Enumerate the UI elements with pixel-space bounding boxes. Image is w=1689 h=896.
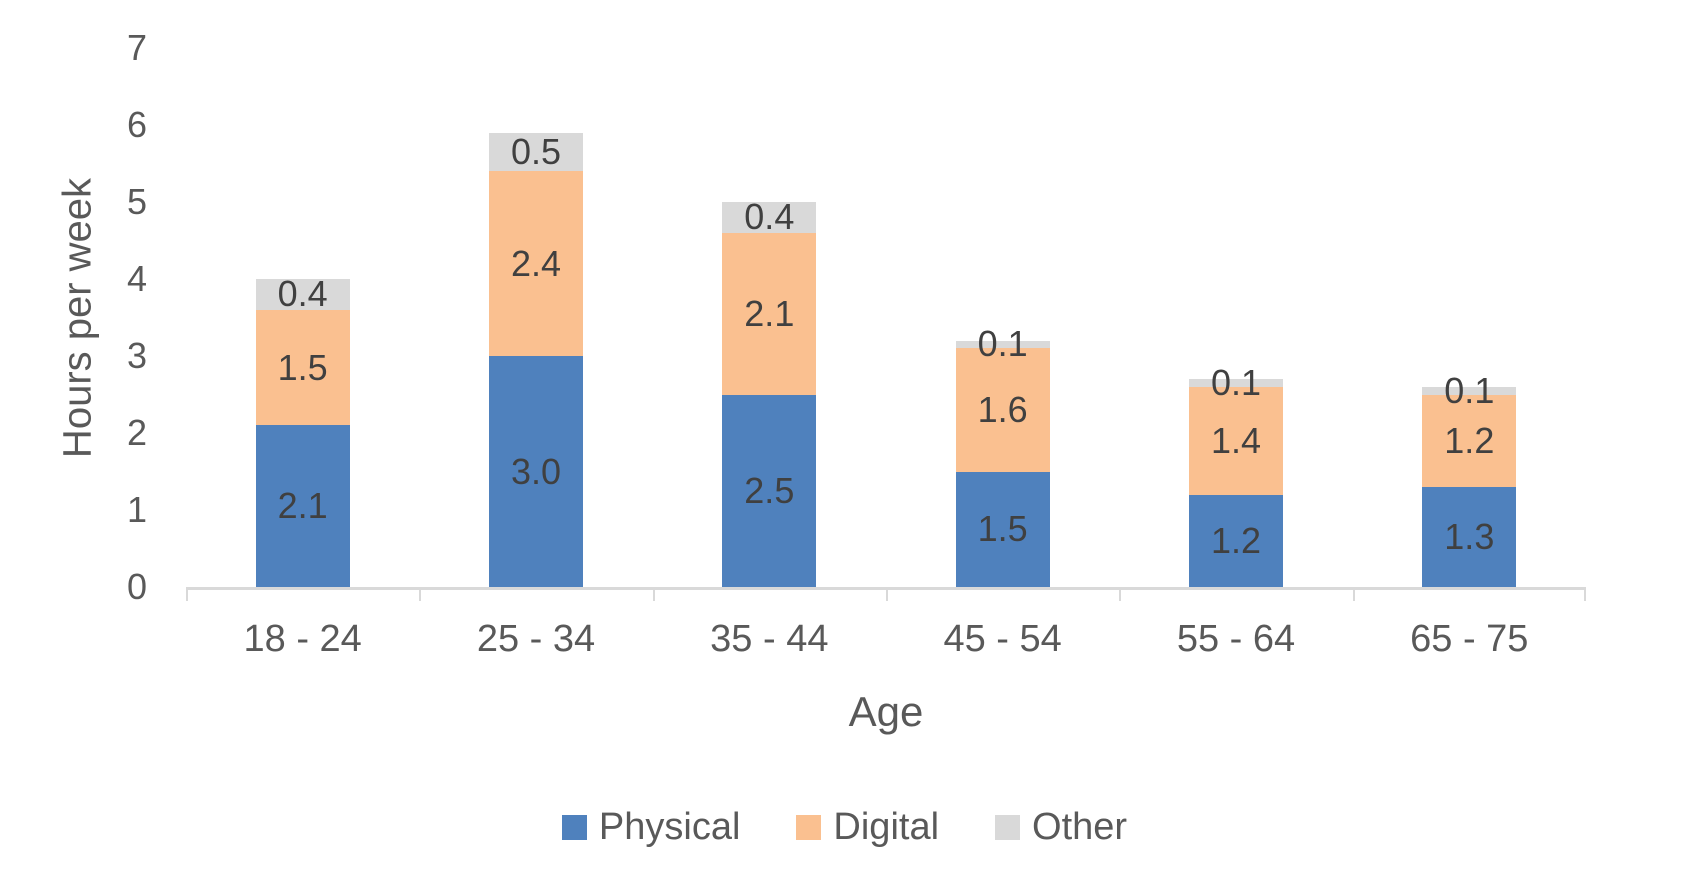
x-axis-tick (1119, 587, 1122, 601)
bar-segment-physical: 1.2 (1188, 494, 1283, 587)
legend: Physical Digital Other (0, 806, 1689, 849)
bar-segment-label: 0.4 (277, 273, 328, 315)
bar-segment-digital: 1.4 (1188, 386, 1283, 495)
bar-55-64: 1.2 1.4 0.1 (1188, 364, 1283, 587)
plot-area: 0 1 2 3 4 5 6 7 2.1 1.5 0.4 3.0 2.4 0.5 2.5 2.1 0.4 1.5 1.… (127, 30, 1586, 605)
bar-segment-label: 0.1 (1210, 361, 1262, 403)
legend-swatch-physical (561, 815, 587, 840)
x-category-label: 18 - 24 (243, 618, 362, 660)
x-axis-tick (1352, 587, 1355, 601)
bar-45-54: 1.5 1.6 0.1 (955, 326, 1050, 587)
bar-segment-label: 0.5 (510, 130, 562, 172)
bar-segment-label: 1.6 (977, 388, 1028, 430)
legend-label: Other (1032, 806, 1128, 848)
bar-segment-label: 1.3 (1444, 515, 1495, 557)
bar-segment-label: 0.4 (744, 196, 795, 238)
bar-segment-label: 1.5 (277, 346, 328, 388)
bar-segment-label: 2.5 (744, 469, 795, 511)
bar-segment-physical: 1.3 (1422, 486, 1517, 587)
y-tick-label: 3 (126, 335, 147, 376)
y-tick-label: 0 (126, 566, 147, 607)
x-category-labels: 18 - 24 25 - 34 35 - 44 45 - 54 55 - 64 65 - … (186, 618, 1586, 661)
bar-35-44: 2.5 2.1 0.4 (722, 196, 817, 587)
bar-segment-digital: 2.4 (488, 171, 583, 356)
bar-segment-physical: 2.5 (722, 394, 817, 587)
bar-segment-other: 0.4 (722, 196, 817, 238)
bar-slot: 3.0 2.4 0.5 (419, 48, 652, 587)
bar-segment-physical: 1.5 (955, 471, 1050, 587)
bar-slot: 1.3 1.2 0.1 (1353, 48, 1586, 587)
bar-segment-other: 0.5 (488, 130, 583, 172)
bar-25-34: 3.0 2.4 0.5 (488, 130, 583, 587)
bar-18-24: 2.1 1.5 0.4 (255, 273, 350, 587)
bar-segment-label: 1.2 (1444, 419, 1495, 461)
y-tick-label: 6 (126, 104, 147, 145)
y-tick-label: 1 (126, 489, 147, 530)
bar-segment-label: 1.2 (1210, 519, 1262, 561)
bar-segment-other: 0.1 (1188, 364, 1283, 400)
x-category-label: 35 - 44 (710, 618, 829, 660)
bar-segment-digital: 1.6 (955, 348, 1050, 472)
bar-segment-other: 0.1 (955, 326, 1050, 362)
x-axis-tick (886, 587, 888, 601)
x-axis-tick (186, 587, 188, 601)
bar-segment-label: 0.1 (1444, 369, 1495, 411)
bar-segment-label: 1.4 (1210, 419, 1262, 461)
bar-segment-digital: 1.2 (1422, 394, 1517, 487)
bar-segment-physical: 3.0 (488, 356, 583, 587)
y-tick-label: 2 (126, 412, 147, 453)
bar-segment-label: 2.1 (744, 292, 795, 334)
bar-segment-physical: 2.1 (255, 425, 350, 587)
legend-swatch-other (995, 815, 1021, 840)
legend-item-physical: Physical (561, 806, 741, 849)
bar-segment-label: 3.0 (510, 450, 562, 492)
bar-segment-label: 2.4 (510, 242, 562, 284)
bar-slot: 2.5 2.1 0.4 (653, 48, 886, 587)
y-tick-label: 4 (126, 258, 147, 299)
bar-segment-label: 2.1 (277, 485, 328, 527)
bar-segment-digital: 1.5 (255, 309, 350, 426)
x-category-label: 25 - 34 (476, 618, 596, 660)
legend-label: Digital (833, 806, 940, 848)
bar-segment-label: 0.1 (977, 323, 1028, 365)
bar-segment-other: 0.1 (1422, 372, 1517, 408)
y-tick-label: 5 (126, 181, 147, 222)
bar-segment-label: 1.5 (977, 508, 1028, 550)
legend-item-digital: Digital (796, 806, 939, 849)
bar-slot: 1.5 1.6 0.1 (886, 48, 1119, 587)
bar-65-75: 1.3 1.2 0.1 (1422, 372, 1517, 587)
bar-segment-other: 0.4 (255, 273, 350, 315)
legend-label: Physical (598, 806, 741, 848)
x-axis-tick (419, 587, 422, 601)
legend-swatch-digital (796, 815, 822, 840)
legend-item-other: Other (995, 806, 1127, 849)
bar-segment-digital: 2.1 (722, 232, 817, 395)
x-axis-tick (652, 587, 655, 601)
bar-slot: 2.1 1.5 0.4 (186, 48, 419, 587)
x-category-label: 55 - 64 (1176, 618, 1296, 660)
x-axis-tick (1584, 587, 1586, 601)
x-category-label: 45 - 54 (943, 618, 1062, 660)
y-tick-label: 7 (126, 27, 147, 68)
bar-slot: 1.2 1.4 0.1 (1119, 48, 1352, 587)
x-axis-title: Age (848, 688, 924, 735)
x-category-label: 65 - 75 (1410, 618, 1529, 660)
